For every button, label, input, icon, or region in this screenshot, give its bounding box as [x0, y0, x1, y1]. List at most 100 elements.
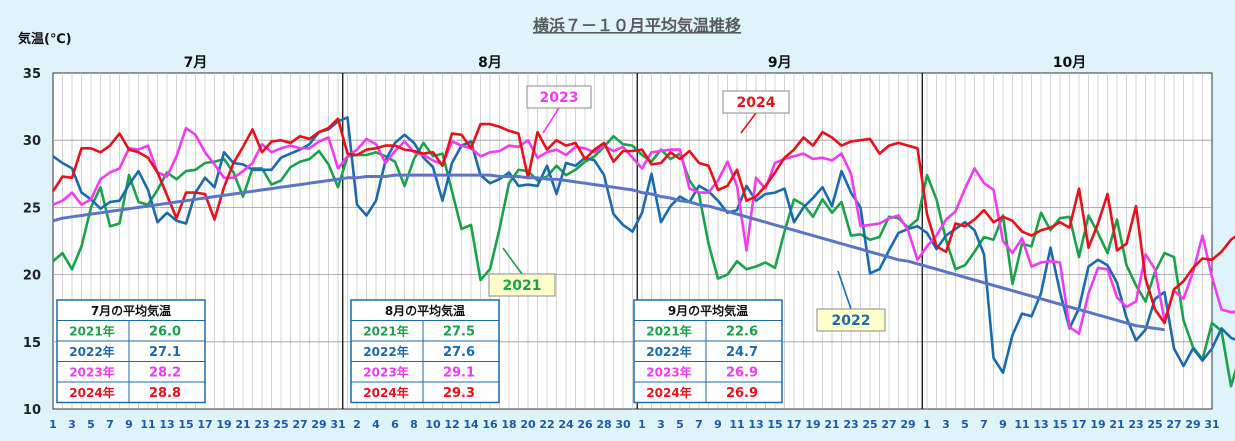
table-title: 7月の平均気温 [91, 303, 171, 318]
table-year: 2022年 [363, 344, 408, 359]
x-tick-label: 31 [1204, 418, 1219, 431]
table-year: 2022年 [646, 344, 691, 359]
table-year: 2021年 [363, 324, 408, 339]
y-tick-label: 10 [23, 403, 41, 418]
x-tick-label: 9 [125, 418, 133, 431]
month-label: 9月 [768, 55, 792, 71]
table-year: 2023年 [646, 365, 691, 380]
x-tick-label: 29 [311, 418, 326, 431]
table-year: 2024年 [363, 385, 408, 400]
table-value: 28.8 [149, 386, 181, 401]
x-tick-label: 7 [980, 418, 988, 431]
x-tick-label: 17 [1071, 418, 1086, 431]
x-tick-label: 23 [843, 418, 858, 431]
average-table-2: 8月の平均気温 2021年 27.5 2022年 27.6 2023年 29.1 2024年 2… [350, 299, 500, 404]
x-tick-label: 5 [676, 418, 684, 431]
y-tick-label: 15 [23, 336, 41, 351]
x-tick-label: 7 [106, 418, 114, 431]
x-tick-label: 19 [1090, 418, 1105, 431]
table-value: 22.6 [726, 325, 758, 340]
table-value: 29.3 [443, 386, 475, 401]
x-tick-label: 21 [235, 418, 250, 431]
x-tick-label: 9 [999, 418, 1007, 431]
x-tick-label: 3 [68, 418, 76, 431]
x-tick-label: 1 [923, 418, 931, 431]
x-tick-label: 21 [824, 418, 839, 431]
table-year: 2024年 [646, 385, 691, 400]
callout-box [722, 90, 790, 114]
table-year: 2021年 [646, 324, 691, 339]
x-tick-label: 13 [748, 418, 763, 431]
table-value: 27.1 [149, 345, 181, 360]
x-tick-label: 15 [178, 418, 193, 431]
x-tick-label: 3 [942, 418, 950, 431]
x-tick-label: 23 [1128, 418, 1143, 431]
month-label: 7月 [184, 55, 208, 71]
table-year: 2024年 [69, 385, 114, 400]
table-year: 2021年 [69, 324, 114, 339]
y-tick-label: 30 [23, 134, 41, 149]
series-line-normal [52, 173, 1165, 332]
x-tick-label: 2 [353, 418, 361, 431]
y-tick-label: 35 [23, 67, 41, 82]
callout-box [488, 273, 556, 297]
table-year: 2022年 [69, 344, 114, 359]
x-tick-label: 29 [1185, 418, 1200, 431]
x-tick-label: 17 [786, 418, 801, 431]
x-tick-label: 11 [1014, 418, 1029, 431]
table-value: 28.2 [149, 366, 181, 381]
x-tick-label: 17 [197, 418, 212, 431]
callout-box [526, 85, 592, 109]
table-value: 26.9 [726, 366, 758, 381]
table-value: 26.0 [149, 325, 181, 340]
callout-arrow [502, 247, 523, 275]
table-title: 8月の平均気温 [385, 303, 465, 318]
x-tick-label: 20 [520, 418, 536, 431]
table-year: 2023年 [69, 365, 114, 380]
table-year: 2023年 [363, 365, 408, 380]
x-tick-label: 27 [1166, 418, 1181, 431]
x-tick-label: 13 [159, 418, 174, 431]
table-title: 9月の平均気温 [668, 303, 748, 318]
x-tick-label: 7 [695, 418, 703, 431]
callout-arrow [837, 270, 852, 310]
month-label: 10月 [1053, 55, 1086, 71]
x-tick-label: 12 [444, 418, 459, 431]
table-value: 27.5 [443, 325, 475, 340]
x-tick-label: 11 [140, 418, 155, 431]
y-tick-label: 25 [23, 201, 41, 216]
x-tick-label: 16 [482, 418, 498, 431]
x-tick-label: 27 [881, 418, 896, 431]
x-tick-label: 8 [410, 418, 418, 431]
table-value: 29.1 [443, 366, 475, 381]
x-tick-label: 15 [767, 418, 782, 431]
table-frame [633, 299, 783, 404]
callout-label-2021: 2021 [503, 278, 542, 294]
table-value: 24.7 [726, 345, 758, 360]
x-tick-label: 25 [273, 418, 288, 431]
x-tick-label: 29 [900, 418, 915, 431]
x-tick-label: 26 [577, 418, 593, 431]
x-tick-label: 30 [615, 418, 631, 431]
x-tick-label: 1 [49, 418, 57, 431]
x-tick-label: 24 [558, 418, 574, 431]
callout-label-2024: 2024 [737, 95, 776, 111]
table-frame [350, 299, 500, 404]
x-tick-label: 21 [1109, 418, 1124, 431]
y-axis-label: 気温(℃) [18, 31, 72, 47]
x-tick-label: 27 [292, 418, 307, 431]
x-tick-label: 5 [961, 418, 969, 431]
callout-arrow [542, 107, 560, 134]
x-tick-label: 13 [1033, 418, 1048, 431]
x-tick-label: 19 [805, 418, 820, 431]
callout-arrow [740, 112, 757, 134]
x-tick-label: 14 [463, 418, 479, 431]
y-tick-label: 20 [23, 269, 41, 284]
x-tick-label: 1 [638, 418, 646, 431]
x-tick-label: 31 [330, 418, 345, 431]
callout-label-2023: 2023 [540, 90, 579, 106]
series-line-2023 [52, 126, 1235, 336]
table-frame [56, 299, 206, 404]
